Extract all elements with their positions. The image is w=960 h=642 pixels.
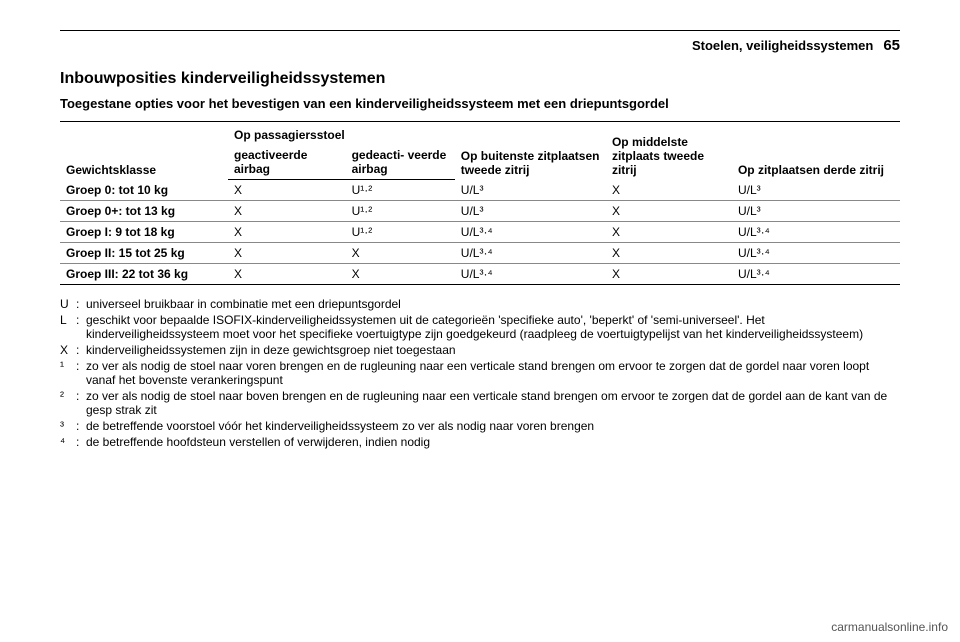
note-row: ¹:zo ver als nodig de stoel naar voren b…	[60, 359, 900, 387]
note-row: ³:de betreffende voorstoel vóór het kind…	[60, 419, 900, 433]
table-cell: X	[606, 243, 732, 264]
table-cell: U¹·²	[346, 222, 455, 243]
note-value: de betreffende hoofdsteun verstellen of …	[86, 435, 900, 449]
note-value: zo ver als nodig de stoel naar boven bre…	[86, 389, 900, 417]
page-number: 65	[883, 37, 900, 54]
note-row: L:geschikt voor bepaalde ISOFIX-kinderve…	[60, 313, 900, 341]
table-cell: X	[228, 201, 346, 222]
table-cell: U/L³·⁴	[732, 222, 900, 243]
page-subtitle: Toegestane opties voor het bevestigen va…	[60, 96, 900, 111]
table-cell: X	[346, 243, 455, 264]
table-cell: X	[228, 180, 346, 201]
note-colon: :	[76, 359, 86, 373]
note-value: universeel bruikbaar in combinatie met e…	[86, 297, 900, 311]
table-cell: Groep III: 22 tot 36 kg	[60, 264, 228, 285]
col-airbag-off: gedeacti- veerde airbag	[346, 145, 455, 180]
table-cell: U/L³·⁴	[732, 243, 900, 264]
note-row: X:kinderveiligheidssystemen zijn in deze…	[60, 343, 900, 357]
note-key: ²	[60, 389, 76, 403]
col-row3: Op zitplaatsen derde zitrij	[732, 122, 900, 180]
note-value: geschikt voor bepaalde ISOFIX-kinderveil…	[86, 313, 900, 341]
table-cell: U/L³·⁴	[455, 243, 606, 264]
table-cell: U/L³	[455, 201, 606, 222]
note-colon: :	[76, 343, 86, 357]
table-cell: X	[606, 222, 732, 243]
col-airbag-on: geactiveerde airbag	[228, 145, 346, 180]
table-cell: X	[228, 264, 346, 285]
table-cell: U/L³·⁴	[455, 264, 606, 285]
table-cell: U/L³	[732, 201, 900, 222]
note-row: ²:zo ver als nodig de stoel naar boven b…	[60, 389, 900, 417]
footer-watermark: carmanualsonline.info	[831, 620, 948, 634]
table-cell: X	[228, 222, 346, 243]
col-weight: Gewichtsklasse	[60, 122, 228, 180]
child-seat-table: Gewichtsklasse Op passagiersstoel Op bui…	[60, 121, 900, 285]
notes-legend: U:universeel bruikbaar in combinatie met…	[60, 297, 900, 449]
note-value: de betreffende voorstoel vóór het kinder…	[86, 419, 900, 433]
note-colon: :	[76, 435, 86, 449]
table-cell: U/L³	[732, 180, 900, 201]
table-cell: U¹·²	[346, 201, 455, 222]
table-cell: X	[606, 201, 732, 222]
table-row: Groep III: 22 tot 36 kgXXU/L³·⁴XU/L³·⁴	[60, 264, 900, 285]
note-value: zo ver als nodig de stoel naar voren bre…	[86, 359, 900, 387]
col-mid2: Op middelste zitplaats tweede zitrij	[606, 122, 732, 180]
note-colon: :	[76, 419, 86, 433]
note-key: ⁴	[60, 435, 76, 449]
table-cell: X	[346, 264, 455, 285]
section-name: Stoelen, veiligheidssystemen	[692, 38, 873, 53]
table-cell: Groep I: 9 tot 18 kg	[60, 222, 228, 243]
col-passenger: Op passagiersstoel	[228, 122, 455, 146]
table-cell: U/L³·⁴	[732, 264, 900, 285]
note-key: X	[60, 343, 76, 357]
note-colon: :	[76, 389, 86, 403]
note-key: ¹	[60, 359, 76, 373]
running-header: Stoelen, veiligheidssystemen 65	[60, 37, 900, 54]
table-row: Groep II: 15 tot 25 kgXXU/L³·⁴XU/L³·⁴	[60, 243, 900, 264]
table-cell: U¹·²	[346, 180, 455, 201]
note-colon: :	[76, 313, 86, 327]
table-cell: Groep II: 15 tot 25 kg	[60, 243, 228, 264]
note-row: U:universeel bruikbaar in combinatie met…	[60, 297, 900, 311]
table-cell: Groep 0: tot 10 kg	[60, 180, 228, 201]
table-cell: Groep 0+: tot 13 kg	[60, 201, 228, 222]
note-colon: :	[76, 297, 86, 311]
table-cell: X	[606, 264, 732, 285]
note-key: L	[60, 313, 76, 327]
table-cell: U/L³	[455, 180, 606, 201]
table-cell: X	[228, 243, 346, 264]
table-row: Groep 0+: tot 13 kgXU¹·²U/L³XU/L³	[60, 201, 900, 222]
note-key: U	[60, 297, 76, 311]
table-row: Groep 0: tot 10 kgXU¹·²U/L³XU/L³	[60, 180, 900, 201]
table-row: Groep I: 9 tot 18 kgXU¹·²U/L³·⁴XU/L³·⁴	[60, 222, 900, 243]
table-cell: U/L³·⁴	[455, 222, 606, 243]
note-key: ³	[60, 419, 76, 433]
note-value: kinderveiligheidssystemen zijn in deze g…	[86, 343, 900, 357]
page-title: Inbouwposities kinderveiligheidssystemen	[60, 70, 900, 88]
note-row: ⁴:de betreffende hoofdsteun verstellen o…	[60, 435, 900, 449]
col-outer2: Op buitenste zitplaatsen tweede zitrij	[455, 122, 606, 180]
table-cell: X	[606, 180, 732, 201]
